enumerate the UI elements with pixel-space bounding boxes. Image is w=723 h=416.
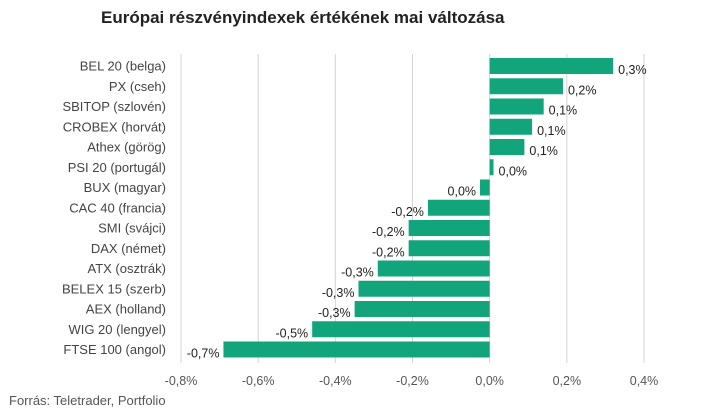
bar xyxy=(377,260,490,277)
data-label: -0,2% xyxy=(391,205,424,219)
category-label: Athex (görög) xyxy=(87,140,166,155)
data-label: 0,1% xyxy=(529,144,558,158)
x-tick-label: -0,2% xyxy=(396,374,429,388)
category-label: DAX (német) xyxy=(91,241,166,256)
bar xyxy=(489,98,544,115)
bar xyxy=(408,220,490,236)
category-label: PSI 20 (portugál) xyxy=(68,160,166,175)
bar xyxy=(223,341,490,358)
category-label: BUX (magyar) xyxy=(84,180,166,195)
data-label: -0,5% xyxy=(276,326,309,340)
category-label: WIG 20 (lengyel) xyxy=(68,322,166,337)
data-label: 0,0% xyxy=(499,164,528,178)
category-label: SBITOP (szlovén) xyxy=(62,99,166,114)
x-tick-label: 0,0% xyxy=(475,374,504,388)
data-label: -0,2% xyxy=(372,225,405,239)
category-label: CROBEX (horvát) xyxy=(63,119,166,134)
category-label: SMI (svájci) xyxy=(98,221,166,236)
category-label: ATX (osztrák) xyxy=(88,261,167,276)
bar xyxy=(480,179,490,196)
category-label: PX (cseh) xyxy=(109,79,166,94)
bar xyxy=(489,159,494,176)
category-label: AEX (holland) xyxy=(86,302,166,317)
data-label: -0,2% xyxy=(372,245,405,259)
bar xyxy=(408,240,490,257)
bar xyxy=(489,118,533,135)
bar xyxy=(354,301,490,317)
source-note: Forrás: Teletrader, Portfolio xyxy=(9,393,166,408)
bar xyxy=(427,199,490,216)
category-label: BELEX 15 (szerb) xyxy=(62,281,166,296)
data-label: 0,3% xyxy=(618,63,647,77)
data-label: -0,3% xyxy=(318,306,351,320)
data-label: 0,2% xyxy=(568,83,597,97)
bars xyxy=(223,58,614,358)
bar xyxy=(489,78,563,95)
chart-title: Európai részvényindexek értékének mai vá… xyxy=(101,8,505,27)
x-tick-label: -0,8% xyxy=(165,374,198,388)
category-label: CAC 40 (francia) xyxy=(69,200,166,215)
x-tick-label: -0,6% xyxy=(242,374,275,388)
category-label: BEL 20 (belga) xyxy=(80,59,166,74)
data-label: 0,0% xyxy=(448,185,477,199)
bar xyxy=(489,58,614,74)
x-tick-label: 0,4% xyxy=(630,374,659,388)
data-label: 0,1% xyxy=(549,104,578,118)
x-tick-label: 0,2% xyxy=(553,374,582,388)
data-label: -0,3% xyxy=(322,286,355,300)
data-label: -0,7% xyxy=(187,347,220,361)
x-tick-label: -0,4% xyxy=(319,374,352,388)
bar xyxy=(489,139,525,155)
bar xyxy=(358,280,490,297)
bar xyxy=(312,321,490,338)
category-label: FTSE 100 (angol) xyxy=(63,342,166,357)
data-label: -0,3% xyxy=(341,266,374,280)
data-label: 0,1% xyxy=(537,124,566,138)
labels: -0,8% -0,6% -0,4% -0,2% 0,0% 0,2% 0,4% BEL 20 (… xyxy=(62,59,658,389)
